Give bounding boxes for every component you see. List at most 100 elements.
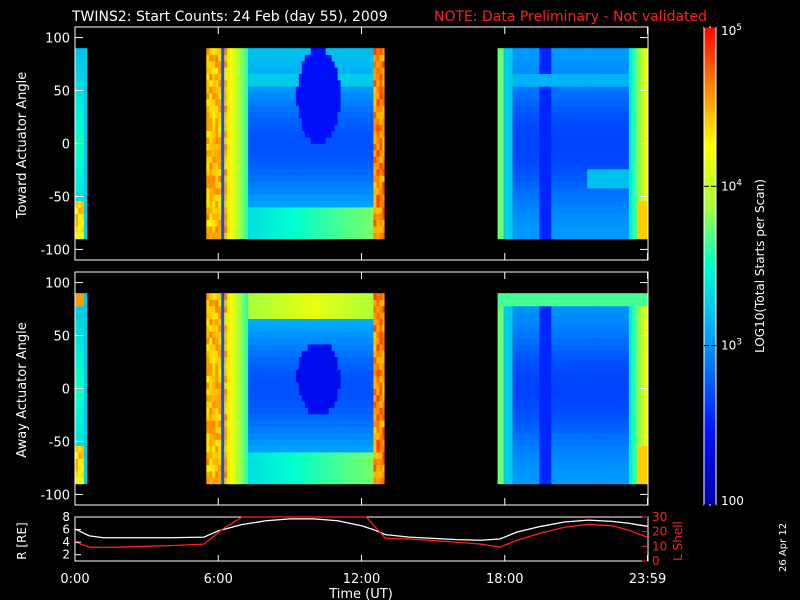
heatmap-cell <box>376 226 380 233</box>
heatmap-cell <box>209 382 213 389</box>
heatmap-cell <box>349 181 353 189</box>
heatmap-cell <box>358 156 362 163</box>
heatmap-cell <box>209 293 213 300</box>
heatmap-cell <box>295 79 300 87</box>
heatmap-cell <box>310 432 315 440</box>
heatmap-cell <box>254 207 258 214</box>
heatmap-cell <box>536 137 540 144</box>
heatmap-cell <box>257 363 261 370</box>
heatmap-cell <box>346 194 350 202</box>
heatmap-cell <box>599 99 603 106</box>
heatmap-cell <box>239 375 243 383</box>
heatmap-cell <box>619 162 624 170</box>
heatmap-cell <box>527 149 531 157</box>
heatmap-cell <box>503 187 507 195</box>
heatmap-cell <box>307 407 312 415</box>
heatmap-cell <box>331 162 336 170</box>
heatmap-cell <box>355 156 359 163</box>
heatmap-cell <box>572 149 576 157</box>
heatmap-cell <box>640 149 645 157</box>
heatmap-cell <box>230 111 234 119</box>
heatmap-cell <box>536 86 540 94</box>
heatmap-cell <box>239 369 243 377</box>
heatmap-cell <box>274 130 279 138</box>
heatmap-cell <box>539 232 543 240</box>
heatmap-cell <box>613 226 618 233</box>
heatmap-cell <box>367 213 371 221</box>
heatmap-cell <box>221 312 225 319</box>
heatmap-cell <box>524 92 528 100</box>
heatmap-cell <box>263 175 267 183</box>
heatmap-cell <box>545 143 549 151</box>
heatmap-cell <box>248 426 252 434</box>
heatmap-cell <box>233 194 237 202</box>
heatmap-cell <box>310 388 315 396</box>
heatmap-cell <box>218 356 222 364</box>
heatmap-cell <box>346 130 350 138</box>
heatmap-cell <box>616 86 621 94</box>
heatmap-cell <box>352 149 356 157</box>
heatmap-cell <box>625 194 630 202</box>
heatmap-cell <box>257 200 261 208</box>
heatmap-cell <box>349 54 353 62</box>
heatmap-cell <box>506 137 510 144</box>
heatmap-cell <box>227 452 231 459</box>
heatmap-cell <box>337 207 342 214</box>
heatmap-cell <box>325 439 330 447</box>
heatmap-cell <box>239 458 243 466</box>
heatmap-cell <box>572 86 576 94</box>
heatmap-cell <box>616 130 621 138</box>
heatmap-cell <box>631 143 636 151</box>
heatmap-cell <box>551 143 555 151</box>
heatmap-cell <box>316 162 321 170</box>
heatmap-cell <box>277 413 282 421</box>
heatmap-cell <box>298 168 303 176</box>
heatmap-cell <box>370 92 374 100</box>
heatmap-cell <box>616 111 621 119</box>
heatmap-cell <box>337 388 342 396</box>
heatmap-cell <box>251 293 255 300</box>
heatmap-cell <box>506 60 510 68</box>
heatmap-cell <box>257 293 261 300</box>
heatmap-cell <box>637 67 642 74</box>
heatmap-cell <box>304 156 309 163</box>
heatmap-cell <box>215 464 219 472</box>
heatmap-cell <box>530 232 534 240</box>
heatmap-cell <box>274 471 279 478</box>
heatmap-cell <box>218 219 222 227</box>
heatmap-cell <box>274 464 279 472</box>
heatmap-cell <box>283 432 288 440</box>
heatmap-cell <box>280 175 285 183</box>
heatmap-cell <box>334 293 339 300</box>
heatmap-cell <box>298 452 303 459</box>
toward-x-ticks <box>74 27 649 260</box>
heatmap-cell <box>500 67 504 74</box>
heatmap-cell <box>221 420 225 428</box>
heatmap-cell <box>575 130 579 138</box>
heatmap-cell <box>328 175 333 183</box>
heatmap-cell <box>370 232 374 240</box>
heatmap-cell <box>376 162 380 170</box>
heatmap-cell <box>236 439 240 447</box>
heatmap-cell <box>613 111 618 119</box>
heatmap-cell <box>551 213 555 221</box>
heatmap-cell <box>637 105 642 113</box>
heatmap-cell <box>254 375 258 383</box>
heatmap-cell <box>334 388 339 396</box>
heatmap-cell <box>328 375 333 383</box>
heatmap-cell <box>292 477 297 485</box>
heatmap-cell <box>215 344 219 351</box>
heatmap-cell <box>334 477 339 485</box>
heatmap-cell <box>524 143 528 151</box>
heatmap-cell <box>521 143 525 151</box>
heatmap-cell <box>316 445 321 453</box>
heatmap-cell <box>575 124 579 132</box>
heatmap-cell <box>500 168 504 176</box>
heatmap-cell <box>230 232 234 240</box>
heatmap-cell <box>83 420 88 428</box>
heatmap-cell <box>557 149 561 157</box>
heatmap-cell <box>593 79 597 87</box>
heatmap-cell <box>310 99 315 106</box>
heatmap-cell <box>266 168 270 176</box>
heatmap-cell <box>319 143 324 151</box>
